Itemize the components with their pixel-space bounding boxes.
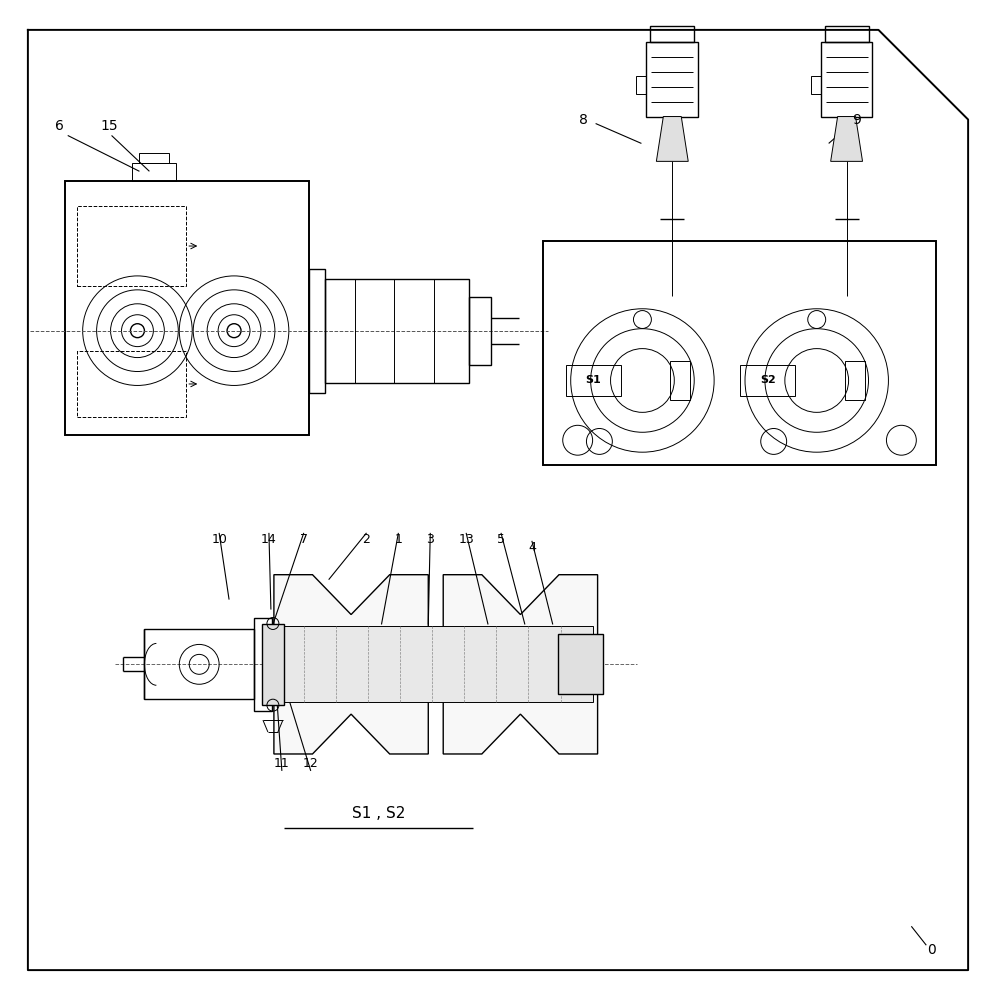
Bar: [825, 26, 869, 42]
Bar: [77, 351, 186, 417]
Text: 15: 15: [101, 119, 119, 133]
Text: 3: 3: [426, 533, 434, 546]
Text: 6: 6: [56, 119, 64, 133]
Bar: [139, 153, 169, 163]
Text: 7: 7: [300, 533, 308, 546]
Bar: [740, 365, 795, 396]
Bar: [144, 629, 254, 699]
Text: 5: 5: [497, 533, 505, 546]
Bar: [636, 76, 646, 94]
Bar: [325, 279, 469, 383]
Text: S2: S2: [760, 375, 776, 385]
Bar: [558, 634, 603, 694]
Bar: [254, 618, 272, 711]
Bar: [65, 181, 309, 435]
Bar: [262, 624, 284, 705]
Bar: [670, 361, 690, 400]
Bar: [646, 42, 698, 117]
Bar: [272, 626, 593, 702]
Bar: [650, 26, 694, 42]
Text: S1: S1: [586, 375, 602, 385]
Bar: [132, 163, 176, 181]
Text: 1: 1: [394, 533, 402, 546]
Text: 10: 10: [211, 533, 227, 546]
Text: 9: 9: [853, 113, 861, 127]
Bar: [821, 42, 872, 117]
Polygon shape: [274, 575, 428, 754]
Text: S1 , S2: S1 , S2: [352, 806, 405, 821]
Text: 12: 12: [303, 757, 319, 770]
Bar: [543, 241, 936, 465]
Text: 8: 8: [580, 113, 588, 127]
Text: 11: 11: [274, 757, 290, 770]
Text: 4: 4: [528, 541, 536, 554]
Bar: [845, 361, 865, 400]
Bar: [566, 365, 621, 396]
Bar: [469, 297, 491, 365]
Polygon shape: [443, 575, 598, 754]
Polygon shape: [831, 117, 863, 161]
Text: 0: 0: [927, 943, 935, 957]
Text: 2: 2: [363, 533, 371, 546]
Text: 13: 13: [458, 533, 474, 546]
Text: 14: 14: [261, 533, 277, 546]
Bar: [811, 76, 821, 94]
Bar: [77, 206, 186, 286]
Polygon shape: [656, 117, 688, 161]
Bar: [309, 269, 325, 393]
